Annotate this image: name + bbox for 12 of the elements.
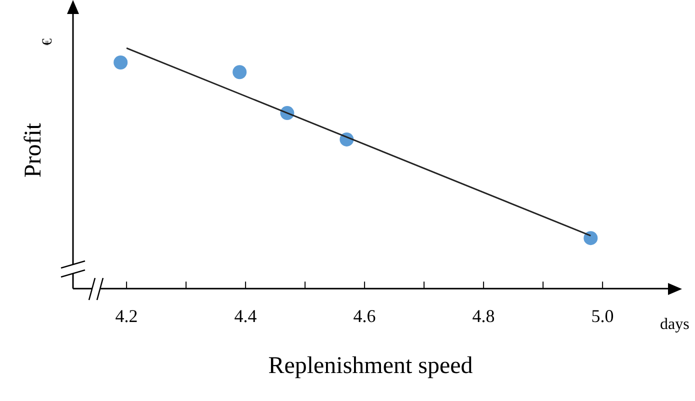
point — [232, 65, 247, 80]
x-tick-label: 5.0 — [591, 306, 614, 326]
y-axis-title: Profit — [20, 122, 46, 178]
text: days — [660, 316, 690, 333]
x-tick-label: 4.2 — [115, 306, 138, 326]
point — [584, 231, 598, 246]
x-tick-label: 4.6 — [353, 306, 376, 326]
x-axis-title: Replenishment speed — [268, 352, 473, 379]
x-tick-label: 4.8 — [472, 306, 495, 326]
point — [114, 56, 128, 70]
x-tick-label: 4.4 — [234, 306, 257, 326]
text: € — [40, 38, 56, 46]
